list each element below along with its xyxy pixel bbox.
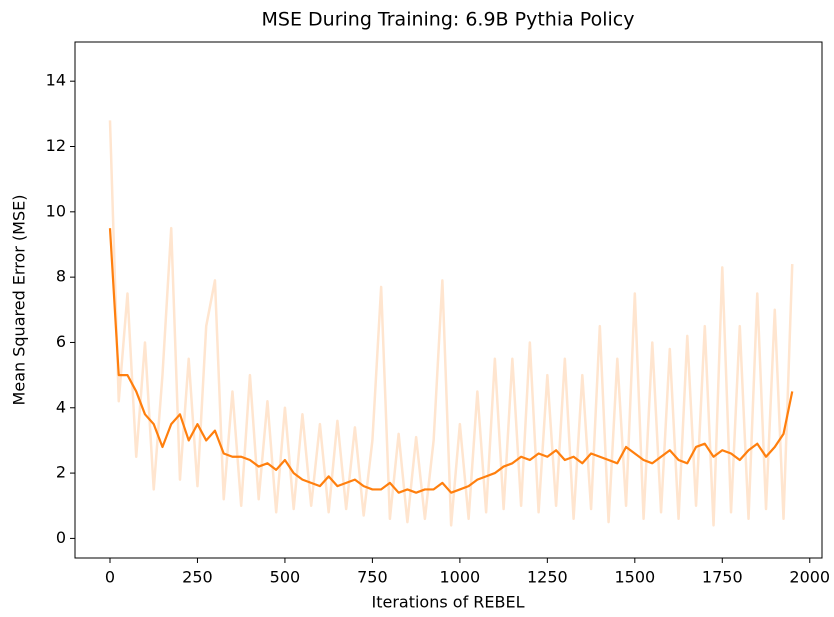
- y-tick-label: 6: [56, 332, 66, 351]
- x-tick-label: 0: [105, 568, 115, 587]
- y-tick-label: 14: [46, 71, 66, 90]
- x-tick-label: 250: [182, 568, 213, 587]
- x-tick-label: 2000: [789, 568, 830, 587]
- data-line: [108, 228, 794, 494]
- x-axis-label: Iterations of REBEL: [371, 593, 524, 612]
- y-tick-label: 2: [56, 463, 66, 482]
- y-tick-label: 8: [56, 267, 66, 286]
- y-tick-label: 0: [56, 528, 66, 547]
- y-tick-label: 10: [46, 201, 66, 220]
- x-tick-label: 750: [357, 568, 388, 587]
- y-axis-label: Mean Squared Error (MSE): [10, 195, 29, 406]
- plot-frame: [74, 41, 823, 559]
- x-tick-label: 1500: [614, 568, 655, 587]
- y-tick-label: 4: [56, 397, 66, 416]
- x-tick-label: 1250: [527, 568, 568, 587]
- data-line: [108, 120, 794, 527]
- y-tick-label: 12: [46, 136, 66, 155]
- x-tick-label: 1750: [702, 568, 743, 587]
- x-tick-label: 500: [270, 568, 301, 587]
- chart-title: MSE During Training: 6.9B Pythia Policy: [262, 9, 635, 31]
- x-tick-label: 1000: [440, 568, 481, 587]
